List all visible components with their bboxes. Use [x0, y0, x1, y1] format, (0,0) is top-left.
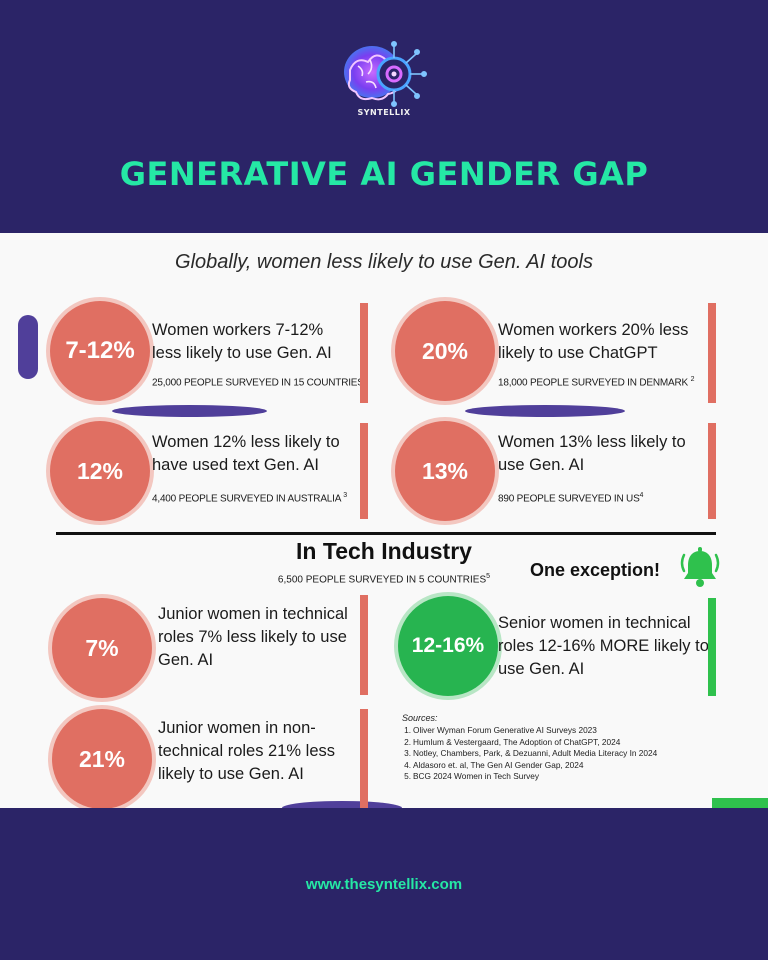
section-subtitle: Globally, women less likely to use Gen. … — [175, 251, 593, 273]
stat-text: Women workers 7-12% less likely to use G… — [152, 321, 332, 362]
source-text: Oliver Wyman Forum Generative AI Surveys… — [413, 725, 597, 735]
source-text: Aldasoro et. al, The Gen AI Gender Gap, … — [413, 759, 584, 770]
stat-circle: 12% — [50, 421, 150, 521]
ink-mark — [465, 405, 625, 417]
tech-note-ref: 5 — [486, 573, 491, 580]
source-text: BCG 2024 Women in Tech Survey — [413, 771, 540, 781]
stat-value: 12-16% — [411, 634, 485, 657]
source-item: 5. BCG 2024 Women in Tech Survey — [402, 771, 657, 783]
source-item: 4. Aldasoro et. al, The Gen AI Gender Gap… — [402, 760, 657, 772]
website-link[interactable]: www.thesyntellix.com — [305, 876, 463, 893]
source-num: 5. — [404, 771, 411, 781]
stat-note: 25,000 PEOPLE SURVEYED IN 15 COUNTRIES1 — [152, 376, 368, 389]
stat-bar — [360, 423, 368, 519]
source-num: 4. — [404, 759, 411, 770]
source-text: Notley, Chambers, Park, & Dezuanni, Adul… — [413, 748, 658, 758]
stat-circle: 7-12% — [50, 301, 150, 401]
sources-list: Sources: 1. Oliver Wyman Forum Generative… — [402, 713, 657, 783]
tech-heading: In Tech Industry — [296, 538, 472, 564]
stat-note: 4,400 PEOPLE SURVEYED IN AUSTRALIA 3 — [152, 492, 347, 504]
section-divider — [56, 532, 716, 535]
stat-bar-highlight — [708, 598, 716, 696]
accent-strip — [712, 798, 768, 808]
stat-note-ref: 2 — [690, 376, 695, 383]
stat-text: Women workers 20% less likely to use Cha… — [498, 321, 689, 362]
stat-note: 890 PEOPLE SURVEYED IN US4 — [498, 492, 643, 504]
stat-value: 21% — [78, 745, 126, 772]
stat-text: Junior women in technical roles 7% less … — [158, 605, 348, 669]
brand-name: SYNTELLIX — [357, 108, 411, 117]
main-content: Globally, women less likely to use Gen. … — [0, 233, 768, 815]
source-item: 1. Oliver Wyman Forum Generative AI Surve… — [402, 725, 657, 737]
source-num: 2. — [404, 736, 411, 747]
stat-note-ref: 4 — [639, 492, 644, 499]
source-text: Humlum & Vestergaard, The Adoption of Ch… — [413, 736, 621, 747]
ink-mark — [18, 315, 38, 379]
stat-value: 7-12% — [65, 337, 135, 364]
source-num: 3. — [404, 748, 411, 758]
stat-note-text: 890 PEOPLE SURVEYED IN US — [498, 493, 640, 505]
stat-value: 12% — [76, 457, 124, 484]
footer: www.thesyntellix.com — [0, 808, 768, 960]
stat-circle: 21% — [52, 709, 152, 809]
stat-text: Women 12% less likely to have used text … — [152, 433, 340, 474]
stat-bar — [360, 709, 368, 809]
tech-note: 6,500 PEOPLE SURVEYED IN 5 COUNTRIES5 — [0, 573, 768, 585]
source-item: 3. Notley, Chambers, Park, & Dezuanni, Ad… — [402, 748, 657, 760]
stat-bar — [708, 303, 716, 403]
source-num: 1. — [404, 725, 411, 735]
bell-icon — [680, 547, 720, 587]
ink-mark — [112, 405, 267, 417]
stat-circle: 20% — [395, 301, 495, 401]
stat-text: Junior women in non-technical roles 21% … — [158, 719, 336, 783]
stat-text: Senior women in technical roles 12-16% M… — [498, 614, 709, 678]
stat-note: 18,000 PEOPLE SURVEYED IN DENMARK 2 — [498, 376, 694, 388]
stat-text: Women 13% less likely to use Gen. AI — [498, 433, 686, 474]
stat-circle: 13% — [395, 421, 495, 521]
stat-value: 13% — [421, 457, 469, 484]
stat-note-text: 25,000 PEOPLE SURVEYED IN 15 COUNTRIES — [152, 377, 364, 389]
stat-bar — [360, 303, 368, 403]
stat-bar — [360, 595, 368, 695]
stat-note-text: 18,000 PEOPLE SURVEYED IN DENMARK — [498, 377, 688, 389]
header: SYNTELLIX GENERATIVE AI GENDER GAP — [0, 0, 768, 233]
stat-circle-highlight: 12-16% — [398, 596, 498, 696]
brain-circuit-icon — [344, 41, 428, 108]
stat-value: 20% — [421, 337, 469, 364]
stat-note-text: 4,400 PEOPLE SURVEYED IN AUSTRALIA — [152, 493, 341, 505]
sources-heading: Sources: — [402, 713, 438, 723]
stat-circle: 7% — [52, 598, 152, 698]
stat-note-ref: 3 — [343, 492, 347, 499]
source-item: 2. Humlum & Vestergaard, The Adoption of … — [402, 737, 657, 749]
page-title: GENERATIVE AI GENDER GAP — [119, 155, 649, 193]
stat-value: 7% — [85, 634, 119, 661]
exception-label: One exception! — [530, 560, 661, 580]
tech-note-text: 6,500 PEOPLE SURVEYED IN 5 COUNTRIES — [277, 574, 487, 586]
stat-bar — [708, 423, 716, 519]
